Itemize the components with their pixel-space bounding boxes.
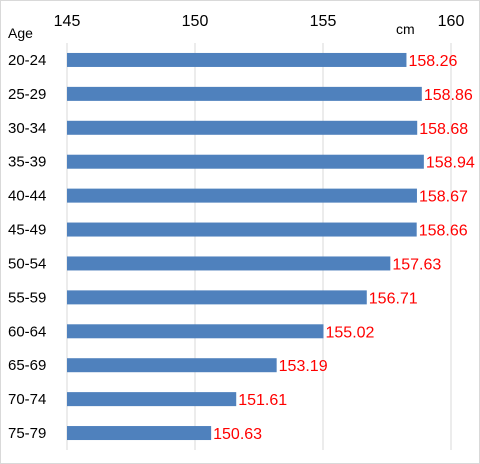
bar-30-34 <box>67 120 418 135</box>
bar-40-44 <box>67 188 417 203</box>
y-axis-title: Age <box>8 25 33 41</box>
category-label: 65-69 <box>8 357 46 374</box>
data-label: 158.66 <box>419 223 468 240</box>
bar-35-39 <box>67 154 424 169</box>
category-label: 30-34 <box>8 120 46 137</box>
data-labels: 158.26 158.86 158.68 158.94 158.67 158.66 157.… <box>213 53 475 443</box>
data-label: 150.63 <box>213 426 262 443</box>
data-label: 156.71 <box>369 290 418 307</box>
x-axis-ticks: 145 150 155 160 <box>54 13 465 30</box>
x-tick-label: 145 <box>54 13 81 30</box>
bar-55-59 <box>67 290 367 305</box>
data-label: 158.26 <box>408 53 457 70</box>
data-label: 157.63 <box>392 256 441 273</box>
category-label: 50-54 <box>8 255 46 272</box>
data-label: 158.86 <box>424 87 473 104</box>
bar-60-64 <box>67 324 324 339</box>
category-label: 75-79 <box>8 425 46 442</box>
gridlines <box>66 43 452 450</box>
bar-20-24 <box>67 52 407 67</box>
category-label: 25-29 <box>8 86 46 103</box>
category-label: 45-49 <box>8 222 46 239</box>
bar-45-49 <box>67 222 417 237</box>
data-label: 153.19 <box>279 358 328 375</box>
bar-70-74 <box>67 392 237 407</box>
bar-75-79 <box>67 426 212 441</box>
category-label: 40-44 <box>8 188 46 205</box>
bar-25-29 <box>67 86 422 101</box>
data-label: 151.61 <box>238 392 287 409</box>
category-label: 70-74 <box>8 391 46 408</box>
category-labels: 20-24 25-29 30-34 35-39 40-44 45-49 50-54 55-59… <box>8 52 46 442</box>
bar-65-69 <box>67 358 277 373</box>
x-tick-label: 160 <box>438 13 465 30</box>
bars <box>67 52 424 441</box>
data-label: 158.67 <box>419 189 468 206</box>
category-label: 20-24 <box>8 52 46 69</box>
data-label: 155.02 <box>326 324 375 341</box>
bar-50-54 <box>67 256 391 271</box>
category-label: 55-59 <box>8 289 46 306</box>
data-label: 158.94 <box>426 155 475 172</box>
x-axis-unit: cm <box>396 21 415 37</box>
x-tick-label: 155 <box>310 13 337 30</box>
data-label: 158.68 <box>419 121 468 138</box>
category-label: 35-39 <box>8 154 46 171</box>
category-label: 60-64 <box>8 323 46 340</box>
x-tick-label: 150 <box>182 13 209 30</box>
